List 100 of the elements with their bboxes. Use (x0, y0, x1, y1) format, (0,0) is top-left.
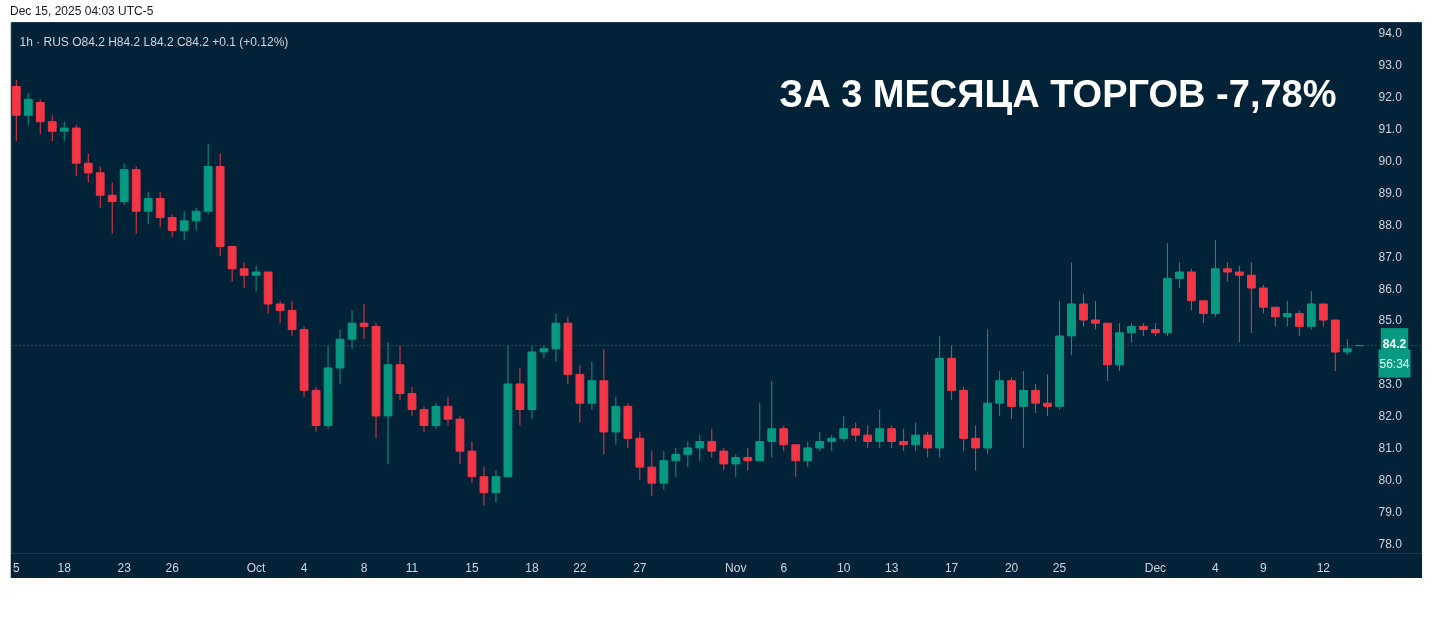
x-tick-label: 23 (117, 560, 132, 575)
ref-line-label: 84.2 (1382, 337, 1407, 352)
candlestick (167, 213, 177, 238)
candlestick (407, 386, 417, 417)
y-tick-label: 82.0 (1378, 409, 1403, 424)
candlestick (671, 447, 681, 478)
candlestick (1270, 306, 1280, 327)
candlestick (431, 402, 441, 430)
candlestick (35, 98, 45, 135)
x-tick-label: Dec (1144, 560, 1167, 575)
y-tick-label: 80.0 (1378, 473, 1403, 488)
candlestick (923, 431, 933, 459)
x-tick-label: 5 (12, 560, 20, 575)
candlestick (851, 421, 861, 443)
x-tick-label: Nov (725, 560, 747, 575)
candlestick (359, 303, 369, 340)
candlestick (1079, 293, 1088, 327)
candlestick (659, 450, 669, 491)
x-tick-label: 17 (944, 560, 959, 575)
y-tick-label: 83.0 (1378, 377, 1403, 392)
y-tick-label: 85.0 (1378, 313, 1403, 328)
candlestick (647, 450, 657, 497)
y-tick-label: 89.0 (1378, 185, 1403, 200)
x-tick-label: 25 (1052, 560, 1067, 575)
candlestick (59, 121, 69, 142)
y-tick-label: 91.0 (1378, 121, 1403, 136)
candlestick (1043, 373, 1052, 417)
candlestick (1282, 300, 1292, 327)
candlestick (1318, 303, 1328, 327)
candlestick (911, 421, 921, 452)
text: 1h · RUS O84.2 H84.2 L84.2 C84.2 +0.1 (+0.12%) (19, 34, 289, 49)
candlestick (1235, 265, 1244, 343)
candlestick (731, 453, 741, 478)
candlestick (587, 361, 597, 411)
y-tick-label: 87.0 (1378, 249, 1403, 264)
y-tick-label: 94.0 (1378, 25, 1403, 40)
y-tick-label: 86.0 (1378, 281, 1403, 296)
candlestick (443, 396, 453, 427)
candlestick (695, 434, 705, 462)
candlestick (191, 207, 201, 231)
candlestick (155, 191, 165, 228)
x-tick-label: 26 (165, 560, 180, 575)
candlestick (707, 428, 717, 459)
candlestick (743, 447, 753, 471)
y-tick-label: 92.0 (1378, 89, 1403, 104)
candlestick (287, 300, 297, 337)
y-tick-label: 88.0 (1378, 217, 1403, 232)
y-tick-label: 79.0 (1378, 505, 1403, 520)
x-tick-label: 4 (300, 560, 308, 575)
candlestick (1306, 290, 1316, 331)
candlestick (1246, 261, 1256, 334)
x-tick-label: 8 (360, 560, 368, 575)
candlestick (755, 402, 765, 462)
candlestick (47, 114, 57, 142)
x-tick-label: 20 (1004, 560, 1019, 575)
candlestick (815, 431, 825, 452)
x-tick-label: 22 (573, 560, 587, 575)
x-tick-label: 13 (884, 560, 899, 575)
candlestick (887, 425, 897, 449)
candlestick (1223, 261, 1232, 283)
candlestick (1175, 261, 1184, 289)
candlestick (875, 409, 885, 449)
candlestick (1091, 300, 1100, 331)
x-tick-label: 27 (633, 560, 647, 575)
candlestick (863, 425, 873, 449)
text: Dec 15, 2025 04:03 UTC-5 (10, 3, 154, 20)
candlestick (491, 469, 501, 503)
candlestick (1127, 322, 1136, 343)
candlestick (683, 441, 693, 468)
candlestick (239, 261, 249, 289)
candlestick (803, 441, 813, 468)
candlestick (227, 245, 237, 283)
candlestick (23, 92, 33, 126)
candlestick (1258, 284, 1268, 315)
x-tick-label: 4 (1212, 560, 1220, 575)
text: ЗА 3 МЕСЯЦА ТОРГОВ -7,78% (779, 72, 1337, 115)
x-tick-label: 12 (1316, 560, 1331, 575)
x-tick-label: 10 (837, 560, 851, 575)
candlestick (1199, 300, 1208, 324)
y-tick-label: 78.0 (1378, 537, 1403, 552)
candlestick (767, 380, 777, 459)
candlestick (791, 444, 801, 478)
candlestick (779, 425, 789, 452)
candlestick (479, 466, 489, 507)
candlestick (719, 447, 729, 471)
x-tick-label: 18 (57, 560, 72, 575)
x-tick-label: 6 (780, 560, 788, 575)
y-tick-label: 93.0 (1378, 57, 1403, 72)
candlestick (275, 300, 285, 324)
candlestick (1019, 370, 1028, 449)
candlestick (107, 181, 117, 235)
candlestick (1031, 383, 1040, 414)
candlestick (1294, 309, 1304, 337)
candlestick (419, 405, 429, 433)
x-tick-label: 15 (465, 560, 479, 575)
x-tick-label: 18 (525, 560, 539, 575)
candlestick (143, 191, 153, 225)
candlestick (971, 425, 980, 471)
candlestick (251, 265, 261, 292)
candlestick (179, 210, 189, 241)
